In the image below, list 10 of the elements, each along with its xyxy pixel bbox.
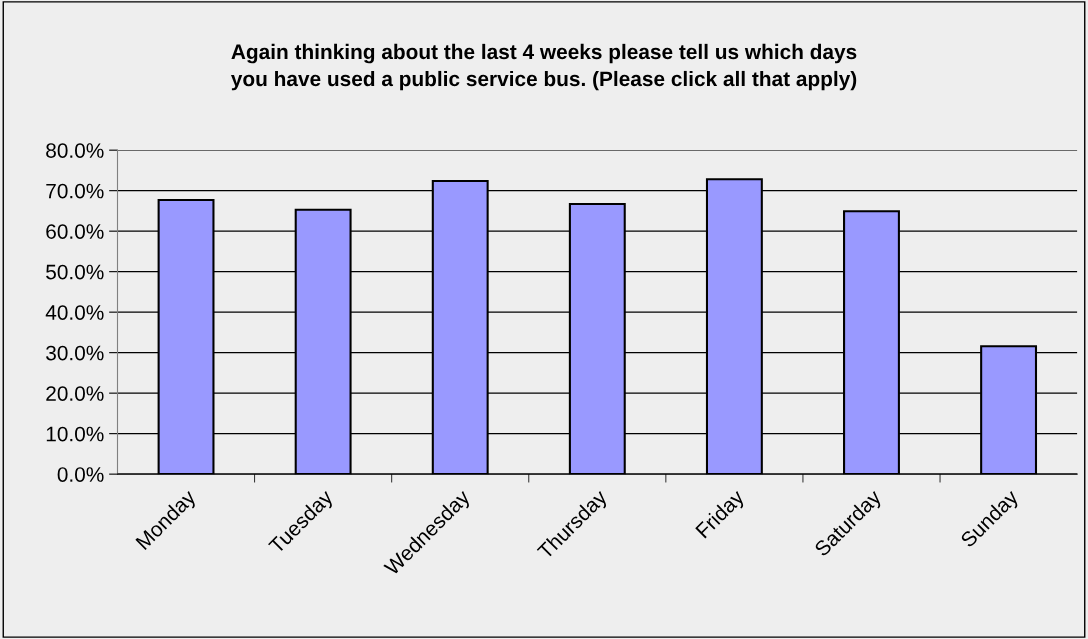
y-tick-label: 20.0% — [46, 386, 104, 401]
y-tick-label: 0.0% — [57, 467, 104, 482]
y-tick-label: 70.0% — [46, 183, 104, 199]
y-tick-label: 10.0% — [46, 426, 104, 442]
y-tick-label: 60.0% — [46, 224, 104, 239]
y-tick-label: 40.0% — [45, 305, 104, 320]
y-tick-label: 30.0% — [46, 345, 104, 361]
chart-title: Again thinking about the last 4 weeks please tell us which days you have used a public service bus. (Please click all that apply) — [230, 43, 857, 91]
y-tick-label: 50.0% — [46, 264, 104, 280]
y-tick-label: 80.0% — [46, 143, 104, 158]
